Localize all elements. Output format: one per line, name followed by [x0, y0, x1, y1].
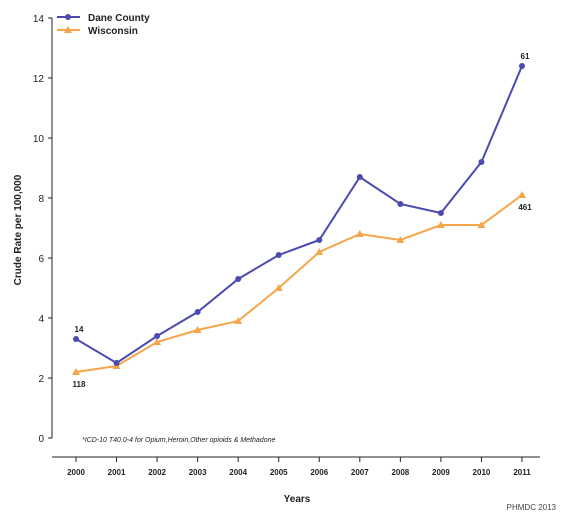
axes: [51, 18, 540, 458]
y-tick-label: 14: [33, 14, 45, 25]
data-point-wisconsin: [518, 191, 526, 198]
x-tick-label: 2002: [148, 468, 166, 477]
x-tick-label: 2000: [67, 468, 85, 477]
series-line-dane-county: [75, 65, 523, 365]
x-tick-label: 2011: [513, 468, 531, 477]
data-point-wisconsin: [274, 284, 283, 291]
y-tick-label: 8: [38, 194, 44, 205]
y-tick-label: 2: [38, 374, 44, 385]
data-point-dane-county: [478, 159, 485, 165]
data-point-dane-county: [154, 333, 161, 339]
data-point-wisconsin: [315, 248, 324, 255]
series-line-wisconsin: [75, 194, 523, 373]
y-ticks: 0 2 4 6 8 10 12 14: [33, 14, 52, 445]
x-tick-label: 2007: [351, 468, 369, 477]
data-label: 14: [75, 325, 84, 334]
footnote: *ICD-10 T40.0-4 for Opium,Heroin,Other o…: [82, 437, 275, 444]
x-ticks: 2000 2001 2002 2003 2004 2005 2006 2007 2008 2009…: [67, 457, 531, 477]
legend-label-wisconsin: Wisconsin: [88, 26, 138, 37]
x-tick-label: 2004: [229, 468, 247, 477]
x-tick-label: 2006: [310, 468, 328, 477]
data-point-wisconsin: [396, 236, 405, 243]
data-point-dane-county: [275, 252, 282, 258]
data-label: 61: [521, 52, 530, 61]
data-labels: 14 118 61 461: [73, 52, 533, 389]
legend-marker-wisconsin: [64, 26, 72, 33]
data-point-wisconsin: [436, 221, 445, 228]
x-tick-label: 2008: [391, 468, 409, 477]
x-tick-label: 2003: [189, 468, 207, 477]
data-point-dane-county: [356, 174, 363, 180]
y-tick-label: 6: [38, 254, 44, 265]
legend-label-dane: Dane County: [88, 13, 150, 24]
data-point-wisconsin: [193, 326, 202, 333]
data-point-wisconsin: [355, 230, 364, 237]
x-tick-label: 2010: [473, 468, 491, 477]
data-label: 461: [518, 203, 532, 212]
x-axis-title: Years: [284, 494, 311, 505]
data-point-dane-county: [73, 336, 79, 342]
data-point-wisconsin: [72, 368, 80, 375]
x-tick-label: 2001: [108, 468, 126, 477]
x-tick-label: 2009: [432, 468, 450, 477]
data-point-dane-county: [113, 360, 120, 366]
y-tick-label: 0: [38, 434, 44, 445]
data-point-dane-county: [316, 237, 323, 243]
data-point-wisconsin: [477, 221, 486, 228]
y-axis-title: Crude Rate per 100,000: [13, 174, 24, 285]
data-point-wisconsin: [234, 317, 243, 324]
y-tick-label: 10: [33, 134, 45, 145]
data-point-wisconsin: [153, 338, 162, 345]
legend: Dane County Wisconsin: [57, 13, 150, 37]
data-point-dane-county: [397, 201, 404, 207]
y-tick-label: 12: [33, 74, 45, 85]
data-point-dane-county: [194, 309, 201, 315]
data-point-dane-county: [437, 210, 444, 216]
data-point-dane-county: [519, 63, 525, 69]
credit-text: PHMDC 2013: [507, 503, 557, 512]
data-label: 118: [73, 380, 86, 389]
series-layer: [72, 63, 526, 375]
y-tick-label: 4: [38, 314, 44, 325]
data-point-dane-county: [235, 276, 242, 282]
x-tick-label: 2005: [270, 468, 288, 477]
legend-marker-dane: [65, 14, 71, 20]
